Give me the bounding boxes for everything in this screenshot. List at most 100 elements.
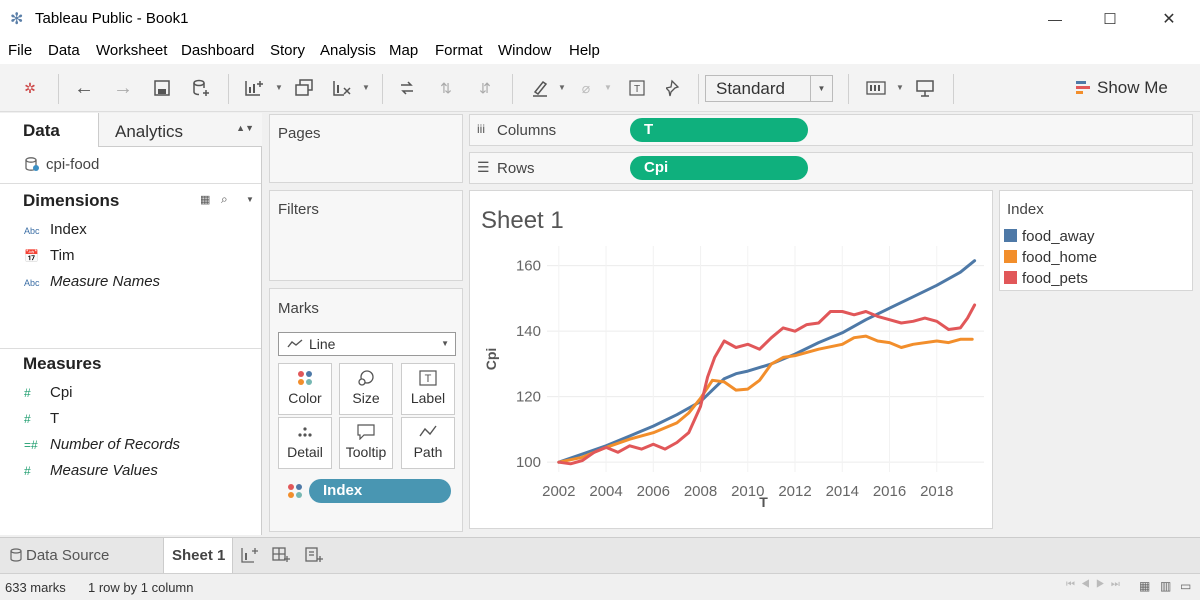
close-button[interactable]: ✕ — [1162, 11, 1176, 28]
detail-button[interactable]: Detail — [278, 417, 332, 469]
measure-field[interactable]: # Cpi — [24, 384, 73, 401]
rows-cpi-pill[interactable]: Cpi — [630, 156, 808, 180]
label-button[interactable]: T Label — [401, 363, 455, 415]
menu-window[interactable]: Window — [498, 42, 552, 59]
redo-icon[interactable]: → — [113, 76, 133, 99]
pages-shelf[interactable]: Pages — [269, 114, 463, 183]
measure-field[interactable]: =# Number of Records — [24, 436, 181, 453]
mark-type-value: Line — [309, 336, 336, 352]
menu-dashboard[interactable]: Dashboard — [181, 42, 255, 59]
tab-data-source[interactable]: Data Source — [10, 547, 109, 564]
datasource-item[interactable]: cpi-food — [24, 156, 99, 173]
number-type-icon: # — [24, 386, 31, 400]
tableau-logo-icon: ✻ — [10, 11, 24, 28]
y-axis-title: Cpi — [483, 348, 499, 371]
menu-format[interactable]: Format — [435, 42, 483, 59]
database-icon — [10, 548, 22, 562]
menu-story[interactable]: Story — [270, 42, 306, 59]
duplicate-sheet-icon[interactable] — [292, 76, 316, 100]
filmstrip-icon[interactable]: ▥ — [1160, 579, 1172, 593]
x-tick-label: 2004 — [589, 483, 622, 500]
tooltip-button[interactable]: Tooltip — [339, 417, 393, 469]
x-tick-label: 2002 — [542, 483, 575, 500]
measure-field[interactable]: # Measure Values — [24, 462, 158, 479]
rows-label: Rows — [497, 160, 535, 177]
chevron-down-icon[interactable]: ▼ — [246, 195, 254, 204]
svg-text:T: T — [425, 373, 432, 385]
calculated-number-icon: =# — [24, 438, 38, 452]
size-button[interactable]: Size — [339, 363, 393, 415]
new-worksheet-tab-icon[interactable] — [241, 547, 259, 566]
menu-worksheet[interactable]: Worksheet — [96, 42, 168, 59]
menu-bar: File Data Worksheet Dashboard Story Anal… — [0, 38, 1200, 64]
measure-field[interactable]: # T — [24, 410, 60, 427]
show-mark-labels-icon[interactable]: T — [625, 76, 649, 100]
rows-shelf[interactable]: ☰ Rows Cpi — [469, 152, 1193, 184]
show-cards-icon[interactable] — [864, 76, 888, 100]
fix-axes-icon[interactable] — [663, 76, 687, 100]
clear-sheet-icon[interactable] — [330, 76, 354, 100]
tableau-start-icon[interactable]: ✲ — [24, 79, 36, 96]
search-icon[interactable]: ⌕ — [221, 192, 228, 206]
sheet-sorter-icon[interactable]: ▦ — [1139, 579, 1151, 593]
menu-map[interactable]: Map — [389, 42, 419, 59]
legend-swatch — [1004, 229, 1017, 242]
columns-shelf[interactable]: iii Columns T — [469, 114, 1193, 146]
legend-item[interactable]: food_home — [1004, 249, 1097, 266]
sort-descending-icon[interactable]: ⇵ — [479, 79, 491, 96]
filters-shelf[interactable]: Filters — [269, 190, 463, 281]
dimension-field[interactable]: Abc Measure Names — [24, 273, 161, 290]
tab-sheet-1[interactable]: Sheet 1 — [163, 538, 233, 574]
tab-data[interactable]: Data — [23, 121, 60, 140]
toolbar: ✲ ← → ▼ ▼ ⇅ ⇵ ▼ ⌀ ▼ T ▼ — [0, 64, 1200, 112]
menu-data[interactable]: Data — [48, 42, 80, 59]
tabs-view-icon[interactable]: ▭ — [1180, 579, 1192, 593]
mark-type-dropdown[interactable]: Line ▼ — [278, 332, 456, 356]
columns-label: Columns — [497, 122, 557, 139]
window-title: Tableau Public - Book1 — [35, 10, 189, 27]
presentation-mode-icon[interactable] — [913, 76, 937, 100]
dimension-field[interactable]: Abc Index — [24, 221, 87, 238]
sheet-navigation-icon[interactable]: ⏮◀▶⏭ — [1066, 579, 1126, 590]
number-type-icon: # — [24, 412, 31, 426]
new-datasource-icon[interactable] — [189, 76, 213, 100]
highlight-icon[interactable] — [528, 76, 552, 100]
tab-analytics[interactable]: Analytics ▲▼ — [98, 113, 262, 147]
legend-item[interactable]: food_pets — [1004, 270, 1088, 287]
series-line-food-away — [557, 259, 977, 464]
x-tick-label: 2010 — [731, 483, 764, 500]
save-icon[interactable] — [150, 76, 174, 100]
color-button[interactable]: Color — [278, 363, 332, 415]
menu-file[interactable]: File — [8, 42, 33, 59]
undo-icon[interactable]: ← — [74, 76, 94, 99]
fit-mode-dropdown[interactable]: Standard ▼ — [705, 75, 833, 102]
dimension-field[interactable]: 📅 Tim — [24, 247, 75, 264]
status-bar: 633 marks 1 row by 1 column ⏮◀▶⏭ ▦ ▥ ▭ — [0, 573, 1200, 600]
size-icon — [340, 364, 392, 390]
new-story-tab-icon[interactable] — [305, 547, 323, 566]
filters-title: Filters — [278, 201, 319, 218]
legend-swatch — [1004, 250, 1017, 263]
columns-t-pill[interactable]: T — [630, 118, 808, 142]
dimensions-header: Dimensions — [23, 191, 120, 210]
list-view-icon[interactable]: ▦ — [200, 194, 211, 206]
sort-ascending-icon[interactable]: ⇅ — [440, 79, 452, 96]
line-chart[interactable]: 100 120 140 160 2002 2004 2006 2008 2010 2012 2014… — [470, 191, 992, 528]
y-tick-label: 120 — [516, 389, 541, 406]
swap-rows-columns-icon[interactable] — [395, 76, 419, 100]
new-dashboard-tab-icon[interactable] — [272, 547, 290, 566]
menu-analysis[interactable]: Analysis — [320, 42, 376, 59]
group-members-icon[interactable]: ⌀ — [581, 79, 591, 96]
maximize-button[interactable]: ☐ — [1103, 11, 1117, 28]
minimize-button[interactable]: — — [1048, 11, 1062, 27]
menu-help[interactable]: Help — [569, 42, 600, 59]
x-tick-label: 2014 — [826, 483, 859, 500]
sheet-title[interactable]: Sheet 1 — [481, 207, 564, 234]
x-tick-label: 2012 — [778, 483, 811, 500]
color-index-pill[interactable]: Index — [309, 479, 451, 503]
new-worksheet-icon[interactable] — [242, 76, 266, 100]
show-me-button[interactable]: Show Me — [1075, 78, 1168, 98]
date-type-icon: 📅 — [24, 249, 39, 263]
path-button[interactable]: Path — [401, 417, 455, 469]
legend-item[interactable]: food_away — [1004, 228, 1095, 245]
